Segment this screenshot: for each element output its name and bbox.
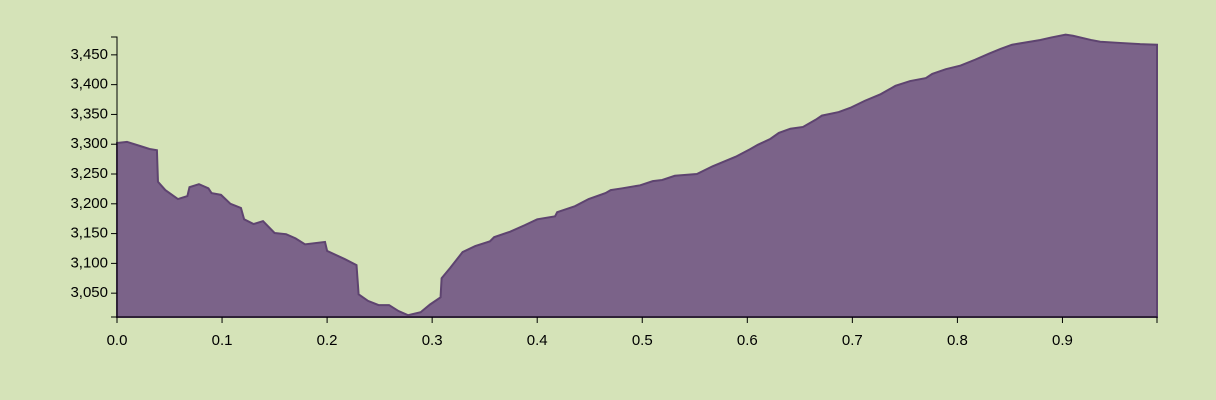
x-tick-label: 0.3: [422, 332, 443, 349]
y-tick-label: 3,050: [70, 284, 108, 301]
y-tick-label: 3,350: [70, 105, 108, 122]
x-tick-label: 0.2: [317, 332, 338, 349]
y-tick-label: 3,250: [70, 165, 108, 182]
y-tick-label: 3,300: [70, 135, 108, 152]
x-tick-label: 0.0: [107, 332, 128, 349]
x-tick-label: 0.5: [632, 332, 653, 349]
y-axis: [111, 36, 118, 318]
area: [116, 33, 1158, 318]
y-tick-label: 3,150: [70, 225, 108, 242]
x-tick-label: 0.9: [1052, 332, 1073, 349]
y-tick-label: 3,400: [70, 76, 108, 93]
y-tick-label: 3,450: [70, 46, 108, 63]
x-tick-label: 0.1: [212, 332, 233, 349]
x-tick-label: 0.7: [842, 332, 863, 349]
x-tick-label: 0.6: [737, 332, 758, 349]
y-tick-label: 3,200: [70, 195, 108, 212]
y-tick-label: 3,100: [70, 254, 108, 271]
x-tick-label: 0.8: [947, 332, 968, 349]
x-tick-label: 0.4: [527, 332, 548, 349]
